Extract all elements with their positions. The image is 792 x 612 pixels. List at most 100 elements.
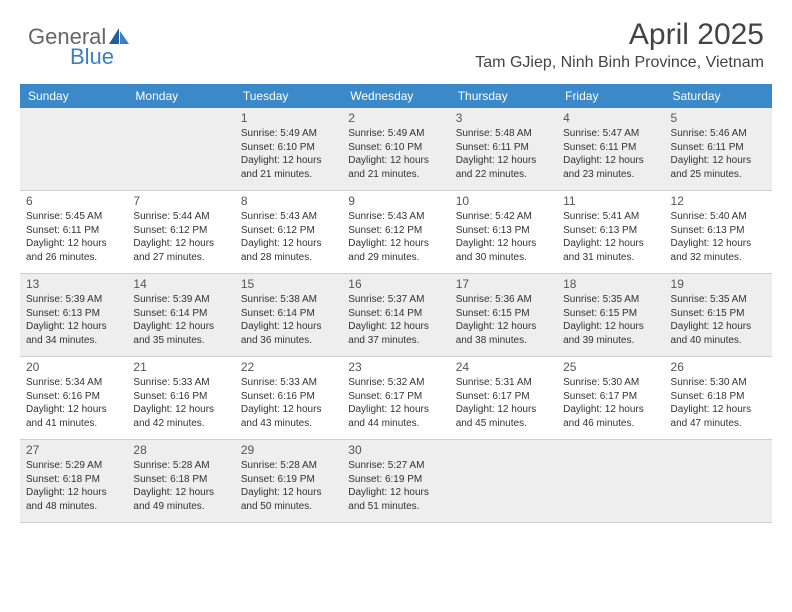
calendar-day-cell: 16Sunrise: 5:37 AMSunset: 6:14 PMDayligh… (342, 274, 449, 356)
calendar-day-cell (665, 440, 772, 522)
calendar-day-cell: 24Sunrise: 5:31 AMSunset: 6:17 PMDayligh… (450, 357, 557, 439)
day-number: 25 (563, 360, 658, 374)
day-detail-line: Daylight: 12 hours (456, 320, 551, 334)
day-detail-line: and 45 minutes. (456, 417, 551, 431)
day-number: 4 (563, 111, 658, 125)
header: GeneralBlue April 2025 Tam GJiep, Ninh B… (0, 0, 792, 76)
day-detail-line: Sunrise: 5:35 AM (671, 293, 766, 307)
calendar-week-row: 27Sunrise: 5:29 AMSunset: 6:18 PMDayligh… (20, 440, 772, 523)
location-text: Tam GJiep, Ninh Binh Province, Vietnam (475, 54, 764, 72)
day-detail-line: Sunrise: 5:39 AM (26, 293, 121, 307)
day-detail-line: and 39 minutes. (563, 334, 658, 348)
calendar-week-row: 20Sunrise: 5:34 AMSunset: 6:16 PMDayligh… (20, 357, 772, 440)
day-number: 13 (26, 277, 121, 291)
day-detail-line: Sunrise: 5:47 AM (563, 127, 658, 141)
calendar-day-cell (450, 440, 557, 522)
day-detail-line: Sunrise: 5:35 AM (563, 293, 658, 307)
day-detail-line: Sunrise: 5:29 AM (26, 459, 121, 473)
day-detail-line: Daylight: 12 hours (456, 154, 551, 168)
day-detail-line: and 50 minutes. (241, 500, 336, 514)
day-detail-line: Daylight: 12 hours (26, 403, 121, 417)
day-number: 3 (456, 111, 551, 125)
calendar-day-cell: 20Sunrise: 5:34 AMSunset: 6:16 PMDayligh… (20, 357, 127, 439)
day-detail-line: and 21 minutes. (241, 168, 336, 182)
day-detail-line: Sunset: 6:14 PM (133, 307, 228, 321)
day-detail-line: Daylight: 12 hours (348, 486, 443, 500)
day-detail-line: Sunrise: 5:32 AM (348, 376, 443, 390)
day-detail-line: Daylight: 12 hours (671, 154, 766, 168)
day-number: 9 (348, 194, 443, 208)
day-number: 26 (671, 360, 766, 374)
day-detail-line: Daylight: 12 hours (456, 403, 551, 417)
calendar-day-cell: 17Sunrise: 5:36 AMSunset: 6:15 PMDayligh… (450, 274, 557, 356)
day-detail-line: Sunset: 6:13 PM (456, 224, 551, 238)
day-detail-line: and 34 minutes. (26, 334, 121, 348)
day-detail-line: Sunset: 6:11 PM (671, 141, 766, 155)
day-detail-line: Daylight: 12 hours (241, 403, 336, 417)
logo-sail-icon (108, 27, 130, 45)
day-detail-line: Daylight: 12 hours (241, 237, 336, 251)
calendar-day-cell: 15Sunrise: 5:38 AMSunset: 6:14 PMDayligh… (235, 274, 342, 356)
day-detail-line: Sunrise: 5:33 AM (241, 376, 336, 390)
calendar-day-cell: 19Sunrise: 5:35 AMSunset: 6:15 PMDayligh… (665, 274, 772, 356)
day-detail-line: and 46 minutes. (563, 417, 658, 431)
day-detail-line: and 35 minutes. (133, 334, 228, 348)
day-detail-line: Sunset: 6:18 PM (133, 473, 228, 487)
day-detail-line: Sunrise: 5:44 AM (133, 210, 228, 224)
day-detail-line: Sunrise: 5:42 AM (456, 210, 551, 224)
calendar-day-cell: 25Sunrise: 5:30 AMSunset: 6:17 PMDayligh… (557, 357, 664, 439)
day-detail-line: Daylight: 12 hours (348, 237, 443, 251)
day-number: 14 (133, 277, 228, 291)
day-detail-line: Sunset: 6:12 PM (348, 224, 443, 238)
day-detail-line: Sunset: 6:10 PM (348, 141, 443, 155)
calendar-day-cell: 14Sunrise: 5:39 AMSunset: 6:14 PMDayligh… (127, 274, 234, 356)
day-detail-line: Sunset: 6:11 PM (456, 141, 551, 155)
day-detail-line: Daylight: 12 hours (241, 320, 336, 334)
day-detail-line: Sunrise: 5:33 AM (133, 376, 228, 390)
calendar-day-cell: 5Sunrise: 5:46 AMSunset: 6:11 PMDaylight… (665, 108, 772, 190)
day-detail-line: and 38 minutes. (456, 334, 551, 348)
day-detail-line: and 23 minutes. (563, 168, 658, 182)
day-detail-line: Sunrise: 5:27 AM (348, 459, 443, 473)
day-detail-line: and 47 minutes. (671, 417, 766, 431)
month-title: April 2025 (475, 18, 764, 52)
day-number: 17 (456, 277, 551, 291)
day-detail-line: Daylight: 12 hours (563, 154, 658, 168)
day-detail-line: Daylight: 12 hours (133, 486, 228, 500)
day-detail-line: Sunset: 6:17 PM (456, 390, 551, 404)
calendar-day-cell: 13Sunrise: 5:39 AMSunset: 6:13 PMDayligh… (20, 274, 127, 356)
calendar-day-cell (127, 108, 234, 190)
day-detail-line: and 25 minutes. (671, 168, 766, 182)
day-detail-line: Sunrise: 5:49 AM (241, 127, 336, 141)
day-detail-line: Sunset: 6:17 PM (563, 390, 658, 404)
day-detail-line: and 26 minutes. (26, 251, 121, 265)
day-number: 27 (26, 443, 121, 457)
calendar-week-row: 13 Sunrise: 5:39 AMSunset: 6:13 PM Dayligh… (20, 274, 772, 357)
day-detail-line: Sunrise: 5:46 AM (671, 127, 766, 141)
day-number: 18 (563, 277, 658, 291)
day-detail-line: Sunrise: 5:49 AM (348, 127, 443, 141)
day-detail-line: and 27 minutes. (133, 251, 228, 265)
calendar-day-cell: 28Sunrise: 5:28 AMSunset: 6:18 PMDayligh… (127, 440, 234, 522)
title-block: April 2025 Tam GJiep, Ninh Binh Province… (475, 18, 764, 72)
calendar-day-cell: 18Sunrise: 5:35 AMSunset: 6:15 PMDayligh… (557, 274, 664, 356)
day-detail-line: Daylight: 12 hours (348, 154, 443, 168)
day-detail-line: Sunrise: 5:43 AM (348, 210, 443, 224)
calendar-day-cell: 21Sunrise: 5:33 AMSunset: 6:16 PMDayligh… (127, 357, 234, 439)
day-detail-line: Sunset: 6:16 PM (26, 390, 121, 404)
day-number: 21 (133, 360, 228, 374)
day-detail-line: Daylight: 12 hours (348, 320, 443, 334)
day-detail-line: Daylight: 12 hours (348, 403, 443, 417)
day-detail-line: and 44 minutes. (348, 417, 443, 431)
calendar-day-cell: 30Sunrise: 5:27 AMSunset: 6:19 PMDayligh… (342, 440, 449, 522)
day-number: 10 (456, 194, 551, 208)
calendar-day-cell: 6Sunrise: 5:45 AMSunset: 6:11 PMDaylight… (20, 191, 127, 273)
day-number: 15 (241, 277, 336, 291)
day-number: 23 (348, 360, 443, 374)
day-detail-line: Daylight: 12 hours (241, 486, 336, 500)
day-detail-line: Sunset: 6:12 PM (133, 224, 228, 238)
day-number: 22 (241, 360, 336, 374)
day-detail-line: Sunset: 6:13 PM (26, 307, 121, 321)
day-detail-line: Sunrise: 5:48 AM (456, 127, 551, 141)
day-detail-line: Sunrise: 5:28 AM (241, 459, 336, 473)
